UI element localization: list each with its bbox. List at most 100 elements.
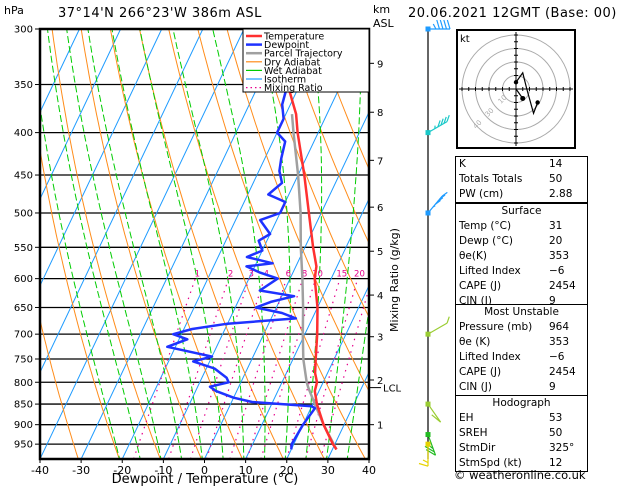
- wet-adiabat-line: [367, 449, 369, 459]
- height-tick-label: 5: [377, 247, 383, 258]
- index-label: θe (K): [459, 336, 491, 348]
- wind-barb-flag: [443, 116, 447, 124]
- most-unstable-row: Lifted Index −6: [456, 350, 587, 365]
- temperature-line: [279, 29, 338, 451]
- storm-motion-point: [520, 95, 526, 101]
- surface-row: CAPE (J) 2454: [456, 279, 587, 294]
- mixing-ratio-label: 2: [228, 270, 233, 280]
- index-value: 9: [549, 295, 556, 307]
- index-value: 14: [549, 158, 563, 170]
- hodograph-trace: [515, 71, 539, 116]
- mixing-ratio-label: 3: [248, 270, 253, 280]
- stability-index-row: PW (cm) 2.88: [456, 187, 587, 202]
- isotherm-line: [245, 197, 369, 459]
- index-label: PW (cm): [459, 188, 504, 200]
- mixing-ratio-line: [319, 286, 369, 459]
- height-tick-label: 8: [377, 108, 383, 119]
- most-unstable-row: θe (K) 353: [456, 335, 587, 350]
- pressure-tick-label: 350: [14, 80, 33, 91]
- isotherm-line: [80, 29, 286, 459]
- wind-barb-flag: [439, 19, 444, 30]
- dry-adiabat-line: [606, 29, 629, 459]
- mixing-ratio-label: 6: [286, 270, 291, 280]
- location-title: 37°14'N 266°23'W 386m ASL: [58, 6, 262, 21]
- wind-level-marker: [425, 401, 431, 407]
- wet-adiabat-line: [46, 29, 141, 459]
- temperature-tick-label: 10: [239, 464, 253, 477]
- hodograph-title: Hodograph: [492, 397, 551, 409]
- mixing-ratio-label: 8: [302, 270, 307, 280]
- most-unstable-row: CAPE (J) 2454: [456, 365, 587, 380]
- lcl-label: LCL: [383, 384, 402, 395]
- wind-barb-flag: [446, 19, 451, 30]
- index-value: −6: [549, 265, 565, 277]
- index-value: 31: [549, 220, 563, 232]
- isotherm-line: [40, 29, 163, 287]
- wind-barb-flag: [446, 114, 450, 122]
- wind-barb-flag: [422, 459, 429, 464]
- index-label: Lifted Index: [459, 265, 521, 277]
- pressure-tick-label: 450: [14, 171, 33, 182]
- index-value: 325°: [549, 442, 575, 454]
- most-unstable-row: CIN (J) 9: [456, 380, 587, 395]
- wind-level-marker: [425, 210, 431, 216]
- pressure-tick-label: 950: [14, 440, 33, 451]
- wind-barb-flag: [440, 118, 444, 126]
- dewpoint-line: [166, 29, 317, 450]
- wet-adiabat-line: [172, 29, 245, 459]
- height-tick-label: 1: [377, 421, 383, 432]
- wet-adiabat-line: [111, 29, 203, 459]
- pressure-tick-label: 650: [14, 303, 33, 314]
- mixing-ratio-label: 20: [354, 270, 365, 280]
- height-tick-label: 9: [377, 59, 383, 70]
- stability-index-row: Totals Totals 50: [456, 172, 587, 187]
- surface-row: θe(K) 353: [456, 249, 587, 264]
- isotherm-line: [40, 29, 122, 201]
- mixing-ratio-label: 1: [195, 270, 200, 280]
- index-value: 9: [549, 381, 556, 393]
- index-label: EH: [459, 412, 474, 424]
- dry-adiabat-line: [284, 29, 369, 245]
- pressure-tick-label: 750: [14, 355, 33, 366]
- dry-adiabat-line: [197, 29, 366, 459]
- index-label: StmDir: [459, 442, 496, 454]
- index-value: 353: [549, 336, 570, 348]
- legend-label: Parcel Trajectory: [264, 49, 343, 60]
- isotherm-line: [40, 29, 204, 374]
- most-unstable-title: Most Unstable: [484, 306, 559, 318]
- pressure-tick-label: 400: [14, 128, 33, 139]
- height-tick-label: 2: [377, 376, 383, 387]
- wind-barb-flag: [431, 414, 442, 423]
- hodograph-index-row: EH 53: [456, 411, 587, 426]
- x-axis-title: Dewpoint / Temperature (°C): [112, 472, 299, 486]
- index-value: −6: [549, 351, 565, 363]
- legend-label: Isotherm: [264, 75, 306, 86]
- hodograph-ring-label: 10: [497, 94, 509, 106]
- wind-barb-shaft: [427, 322, 448, 335]
- wind-barb-flag: [437, 197, 444, 203]
- wet-adiabat-line: [40, 103, 121, 459]
- index-label: Totals Totals: [459, 173, 523, 185]
- surface-title: Surface: [501, 205, 542, 217]
- wet-adiabat-line: [259, 29, 291, 459]
- mixing-ratio-label: 10: [312, 270, 323, 280]
- wet-adiabat-line: [87, 29, 183, 459]
- legend-label: Dry Adiabat: [264, 57, 321, 68]
- height-tick-label: 4: [377, 291, 383, 302]
- wind-barb-flag: [439, 194, 446, 200]
- most-unstable-table: Most Unstable Pressure (mb) 964 θe (K) 353 L…: [455, 304, 588, 472]
- wet-adiabat-line: [305, 29, 323, 459]
- mixing-ratio-line: [132, 278, 196, 459]
- wind-level-marker: [425, 130, 431, 136]
- index-value: 12: [549, 457, 563, 469]
- wind-level-marker: [425, 432, 431, 438]
- index-label: Lifted Index: [459, 351, 521, 363]
- index-label: SREH: [459, 427, 488, 439]
- dry-adiabat-line: [168, 29, 325, 459]
- dry-adiabat-line: [139, 29, 284, 459]
- wind-barb-flag: [432, 23, 437, 30]
- pressure-unit-label: hPa: [4, 4, 24, 17]
- index-label: CAPE (J): [459, 366, 502, 378]
- mixing-ratio-axis-title: Mixing Ratio (g/kg): [388, 228, 401, 332]
